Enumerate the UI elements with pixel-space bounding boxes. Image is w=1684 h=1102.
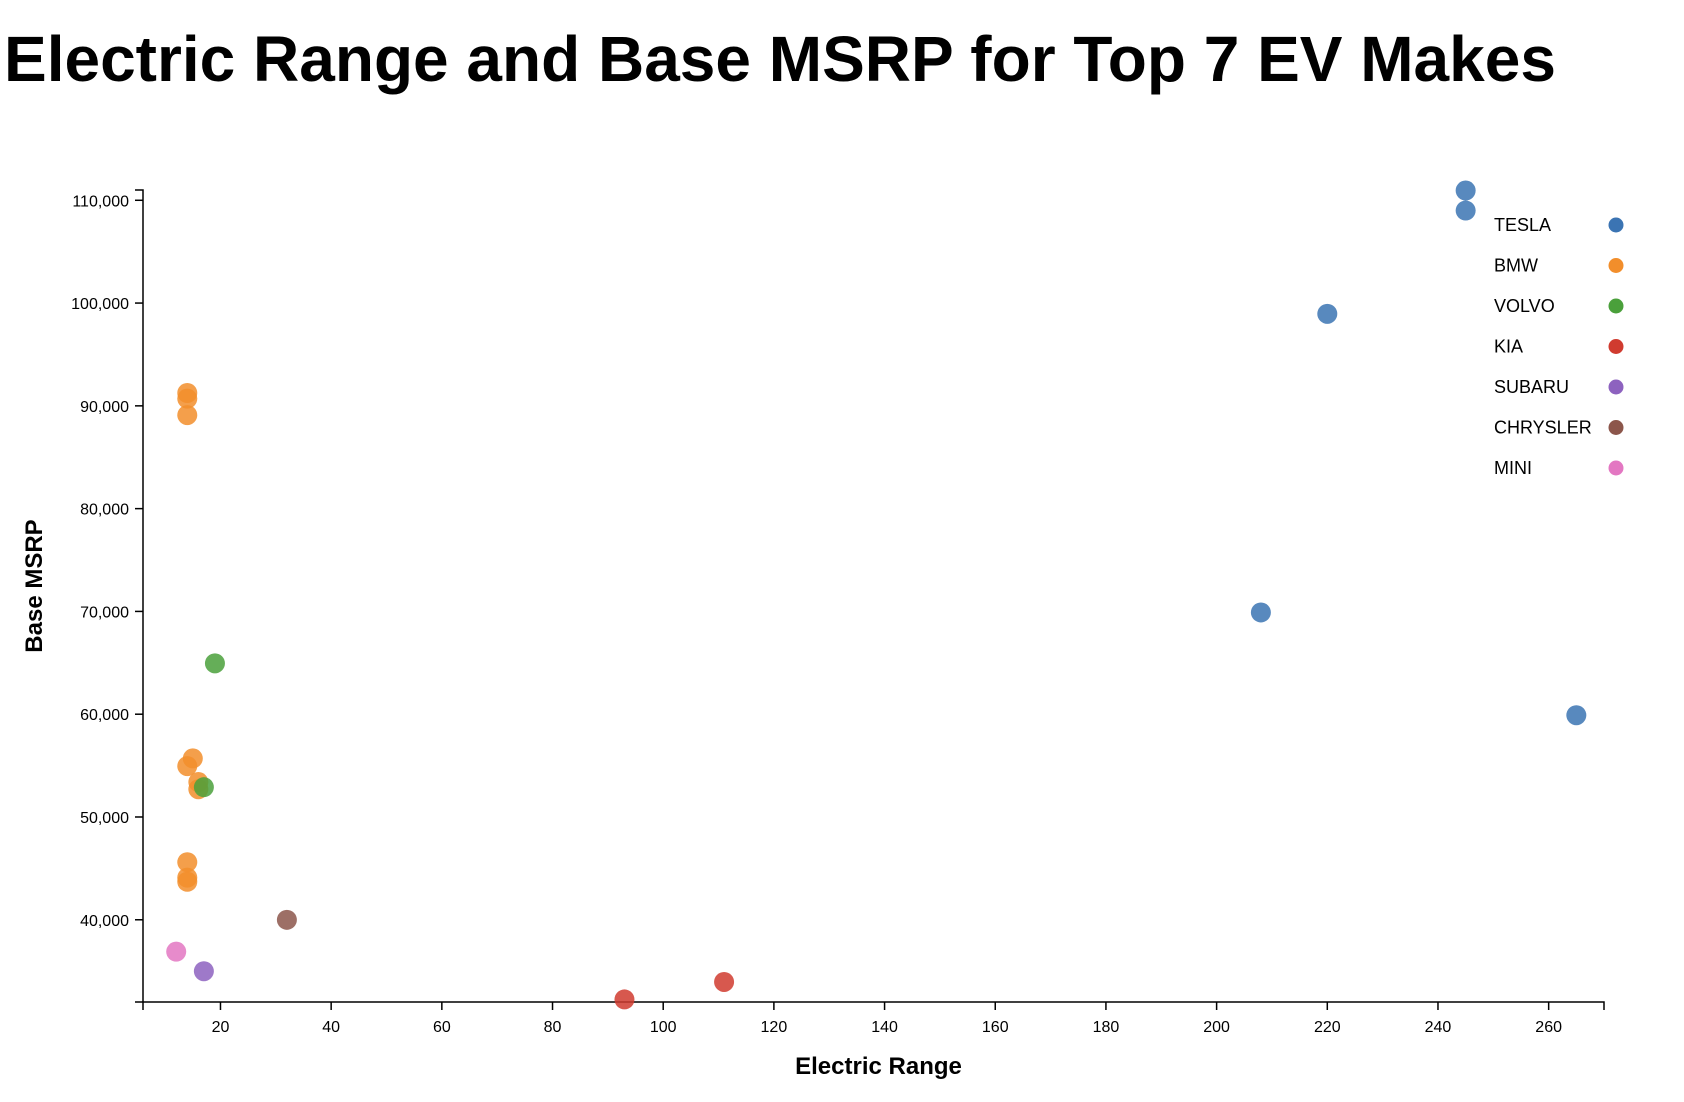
x-tick-label: 260 <box>1535 1019 1562 1036</box>
x-axis: 20 40 60 80 100 120 140 160 180 200 220 240 260 <box>142 1001 1605 1036</box>
legend-swatch-subaru <box>1608 379 1624 395</box>
x-axis-title: Electric Range <box>795 1053 962 1080</box>
x-tick-label: 60 <box>433 1019 451 1036</box>
y-tick-label: 80,000 <box>80 502 129 519</box>
y-tick-label: 100,000 <box>71 296 129 313</box>
x-tick-label: 140 <box>871 1019 898 1036</box>
legend-swatch-volvo <box>1608 298 1624 314</box>
legend-label-chrysler: CHRYSLER <box>1494 418 1592 438</box>
data-point-bmw <box>177 756 198 777</box>
legend-label-bmw: BMW <box>1494 256 1538 276</box>
data-point-volvo <box>204 653 225 674</box>
x-axis-line <box>142 1001 1605 1010</box>
x-tick-label: 240 <box>1425 1019 1452 1036</box>
data-point-volvo <box>193 777 214 798</box>
y-tick-label: 70,000 <box>80 604 129 621</box>
data-point-bmw <box>177 405 198 426</box>
legend-label-kia: KIA <box>1494 337 1523 357</box>
legend-swatch-chrysler <box>1608 420 1624 435</box>
legend-label-tesla: TESLA <box>1494 215 1551 235</box>
legend-label-volvo: VOLVO <box>1494 296 1555 316</box>
legend-swatch-mini <box>1608 460 1624 476</box>
legend-label-subaru: SUBARU <box>1494 377 1569 397</box>
legend: TESLA BMW VOLVO KIA SUBARU CHRYSLER MINI <box>1494 215 1624 478</box>
data-point-kia <box>714 971 735 992</box>
data-point-mini <box>166 941 187 962</box>
y-axis-title: Base MSRP <box>21 519 48 652</box>
x-tick-label: 220 <box>1314 1019 1341 1036</box>
data-point-bmw <box>177 871 198 892</box>
y-tick-label: 60,000 <box>80 707 129 724</box>
data-point-kia <box>614 989 635 1010</box>
x-tick-label: 120 <box>761 1019 788 1036</box>
chart-title: Electric Range and Base MSRP for Top 7 E… <box>4 23 1556 95</box>
y-tick-label: 110,000 <box>72 193 129 210</box>
y-axis-line <box>135 189 144 1003</box>
y-tick-label: 50,000 <box>80 810 129 827</box>
y-tick-label: 90,000 <box>80 399 129 416</box>
x-tick-label: 100 <box>650 1019 677 1036</box>
x-tick-label: 200 <box>1203 1019 1230 1036</box>
x-tick-label: 80 <box>544 1019 562 1036</box>
legend-swatch-tesla <box>1608 217 1624 233</box>
data-point-tesla <box>1455 200 1476 221</box>
y-axis: 40,000 50,000 60,000 70,000 80,000 90,000 100,… <box>71 189 144 1003</box>
data-point-tesla <box>1317 303 1338 324</box>
data-point-bmw <box>177 388 198 409</box>
x-tick-label: 40 <box>322 1019 340 1036</box>
legend-swatch-bmw <box>1608 258 1624 273</box>
y-tick-label: 40,000 <box>80 913 129 930</box>
legend-swatch-kia <box>1608 339 1624 354</box>
data-point-chrysler <box>276 909 297 930</box>
x-tick-label: 180 <box>1093 1019 1120 1036</box>
x-tick-label: 20 <box>212 1019 230 1036</box>
x-tick-label: 160 <box>982 1019 1009 1036</box>
legend-label-mini: MINI <box>1494 458 1532 478</box>
data-point-tesla <box>1566 705 1587 726</box>
data-points <box>166 180 1587 1010</box>
data-point-tesla <box>1455 180 1476 201</box>
data-point-subaru <box>193 961 214 982</box>
data-point-tesla <box>1250 602 1271 623</box>
data-point-bmw <box>177 852 198 873</box>
